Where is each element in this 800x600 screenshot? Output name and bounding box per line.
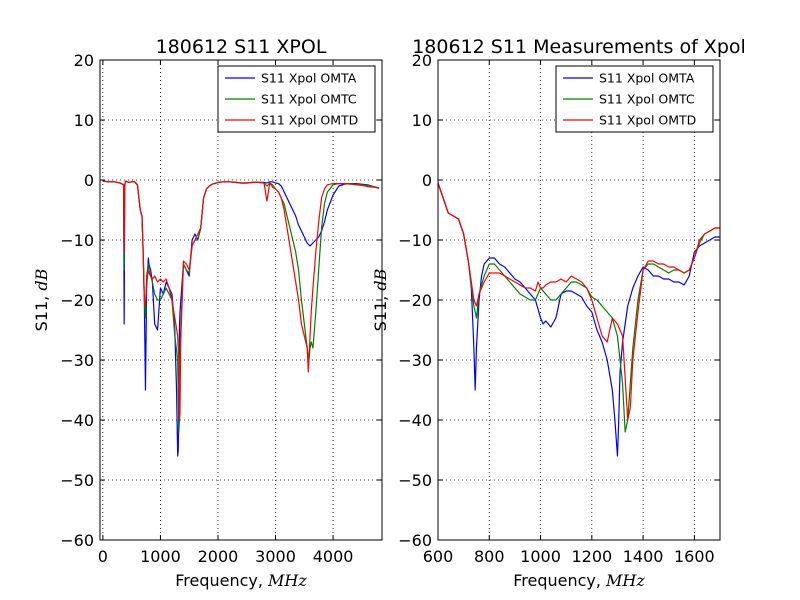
chart-left-xlabel: Frequency, MHz	[175, 571, 307, 590]
chart-left-xtick-label: 0	[98, 547, 108, 566]
chart-right-xtick-label: 800	[474, 547, 505, 566]
chart-left-xtick-label: 1000	[140, 547, 181, 566]
chart-right-title: 180612 S11 Measurements of Xpol	[412, 36, 746, 58]
chart-right-legend: S11 Xpol OMTA S11 Xpol OMTC S11 Xpol OMT…	[555, 65, 714, 133]
chart-left-ytick-label: −40	[60, 411, 94, 430]
chart-left-legend-label-omta: S11 Xpol OMTA	[261, 71, 357, 86]
chart-left-ytick-label: 20	[74, 51, 94, 70]
chart-left-ytick-label: −30	[60, 351, 94, 370]
chart-right-xtick-label: 1600	[674, 547, 715, 566]
chart-right-ylabel: S11, dB	[371, 268, 390, 331]
chart-left-ytick-label: −50	[60, 471, 94, 490]
chart-right-legend-label-omtd: S11 Xpol OMTD	[599, 113, 696, 128]
chart-left-ytick-label: −10	[60, 231, 94, 250]
chart-right-ytick-label: 0	[422, 171, 432, 190]
chart-left-ticks: −60 −50 −40 −30 −20 −10 0 10 20 0 1000 2000 3000 4000	[60, 51, 382, 566]
chart-left-xtick-label: 4000	[313, 547, 354, 566]
chart-right-ytick-label: 20	[412, 51, 432, 70]
chart-right-ytick-label: −30	[398, 351, 432, 370]
chart-right-ytick-label: −40	[398, 411, 432, 430]
chart-left-xtick-label: 3000	[255, 547, 296, 566]
chart-right-ytick-label: 10	[412, 111, 432, 130]
chart-left-ylabel: S11, dB	[32, 268, 51, 331]
chart-right-ticks: −60 −50 −40 −30 −20 −10 0 10 20 600 800 1000 1200 140…	[398, 51, 720, 566]
chart-left-xtick-label: 2000	[198, 547, 239, 566]
chart-left: 180612 S11 XPOL −60−50−40−30−20−10010200…	[32, 36, 383, 590]
chart-left-ytick-label: 10	[74, 111, 94, 130]
chart-right-xlabel: Frequency, MHz	[513, 571, 645, 590]
chart-left-legend-label-omtd: S11 Xpol OMTD	[261, 113, 358, 128]
chart-left-ytick-label: 0	[84, 171, 94, 190]
chart-right-xtick-label: 600	[423, 547, 454, 566]
chart-right-series-line-0	[437, 182, 720, 457]
chart-right-ytick-label: −10	[398, 231, 432, 250]
chart-right-ytick-label: −60	[398, 531, 432, 550]
chart-left-series	[102, 180, 380, 457]
chart-right-series-line-2	[437, 182, 720, 421]
chart-right-xtick-label: 1400	[623, 547, 664, 566]
chart-right-ytick-label: −50	[398, 471, 432, 490]
chart-right-ytick-label: −20	[398, 291, 432, 310]
chart-right-legend-label-omta: S11 Xpol OMTA	[599, 71, 695, 86]
chart-right-xtick-label: 1000	[520, 547, 561, 566]
chart-left-ytick-label: −20	[60, 291, 94, 310]
chart-right: 180612 S11 Measurements of Xpol −60 −50 −4…	[371, 36, 746, 590]
chart-right-series-line-1	[437, 182, 720, 433]
chart-right-xtick-label: 1200	[571, 547, 612, 566]
chart-left-title: 180612 S11 XPOL	[156, 36, 327, 58]
chart-left-series-line-2	[102, 180, 380, 421]
chart-left-ytick-label: −60	[60, 531, 94, 550]
chart-left-legend-label-omtc: S11 Xpol OMTC	[261, 92, 357, 107]
chart-left-legend: S11 Xpol OMTA S11 Xpol OMTC S11 Xpol OMT…	[217, 65, 376, 133]
chart-right-legend-label-omtc: S11 Xpol OMTC	[599, 92, 695, 107]
chart-right-series	[437, 182, 720, 457]
